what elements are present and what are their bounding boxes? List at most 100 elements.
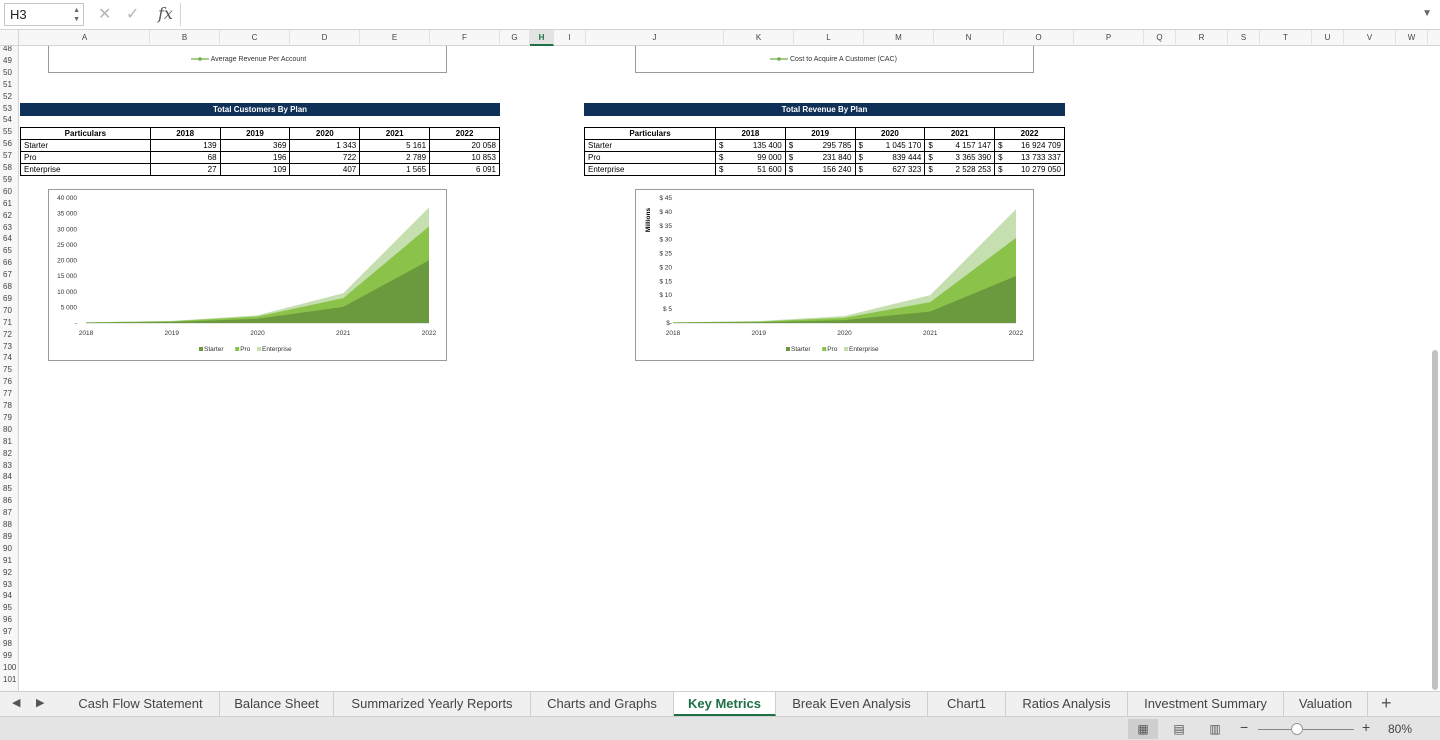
confirm-icon[interactable]: ✓ [126,6,140,23]
value-cell[interactable]: 135 400 [725,139,786,152]
column-header-A[interactable]: A [20,30,150,46]
row-header[interactable]: 74 [3,353,12,363]
row-label[interactable]: Enterprise [20,163,151,176]
value-cell[interactable]: 27 [149,163,221,176]
row-header[interactable]: 50 [3,67,12,77]
value-cell[interactable]: 1 343 [289,139,361,152]
header-cell[interactable]: 2020 [854,127,926,140]
column-header-O[interactable]: O [1004,30,1074,46]
row-header[interactable]: 67 [3,270,12,280]
add-sheet-icon[interactable]: + [1381,693,1392,713]
column-header-K[interactable]: K [724,30,794,46]
value-cell[interactable]: 369 [219,139,291,152]
tab-key-metrics[interactable]: Key Metrics [674,692,776,716]
header-cell[interactable]: 2022 [994,127,1065,140]
row-header[interactable]: 72 [3,329,12,339]
value-cell[interactable]: 51 600 [725,163,786,176]
row-header[interactable]: 85 [3,484,12,494]
column-header-F[interactable]: F [430,30,500,46]
row-header[interactable]: 73 [3,341,12,351]
row-header[interactable]: 55 [3,127,12,137]
row-header[interactable]: 82 [3,448,12,458]
value-cell[interactable]: 295 785 [795,139,856,152]
column-header-E[interactable]: E [360,30,430,46]
row-header[interactable]: 69 [3,293,12,303]
row-header[interactable]: 66 [3,258,12,268]
column-header-S[interactable]: S [1228,30,1260,46]
header-cell[interactable]: Particulars [584,127,716,140]
row-header[interactable]: 59 [3,174,12,184]
value-cell[interactable]: 13 733 337 [1004,151,1065,164]
zoom-slider-track[interactable] [1258,729,1354,730]
tab-charts-and-graphs[interactable]: Charts and Graphs [531,692,674,716]
row-header[interactable]: 63 [3,222,12,232]
column-header-N[interactable]: N [934,30,1004,46]
row-header[interactable]: 48 [3,46,12,53]
sheet-grid[interactable]: Average Revenue Per Account Cost to Acqu… [20,46,1428,691]
header-cell[interactable]: 2019 [784,127,856,140]
row-header[interactable]: 78 [3,401,12,410]
tab-prev-icon[interactable]: ◀ [12,697,21,709]
column-header-I[interactable]: I [554,30,586,46]
column-header-T[interactable]: T [1260,30,1312,46]
value-cell[interactable]: 99 000 [725,151,786,164]
row-header[interactable]: 88 [3,520,12,529]
row-header[interactable]: 60 [3,186,12,196]
zoom-in-icon[interactable]: + [1362,719,1371,735]
row-header[interactable]: 84 [3,472,12,482]
name-box[interactable]: H3 ▲ ▼ [4,3,84,26]
column-header-X[interactable]: X [1428,30,1440,46]
column-header-J[interactable]: J [586,30,724,46]
cancel-icon[interactable]: ✕ [98,6,112,23]
header-cell[interactable]: 2020 [289,127,361,140]
column-header-H[interactable]: H [530,30,554,46]
column-header-L[interactable]: L [794,30,864,46]
row-header[interactable]: 87 [3,508,12,518]
tab-break-even-analysis[interactable]: Break Even Analysis [776,692,928,716]
column-header-G[interactable]: G [500,30,530,46]
row-header[interactable]: 96 [3,615,12,625]
row-header[interactable]: 54 [3,115,12,125]
value-cell[interactable]: 109 [219,163,291,176]
row-header[interactable]: 97 [3,627,12,637]
customers-area-chart[interactable]: - 5 000 10 000 15 000 20 000 25 000 30 000 35 0… [48,189,447,361]
row-header[interactable]: 94 [3,591,12,601]
value-cell[interactable]: 1 045 170 [865,139,926,152]
row-header[interactable]: 52 [3,91,12,101]
row-label[interactable]: Pro [20,151,151,164]
tab-next-icon[interactable]: ▶ [36,697,45,709]
row-header[interactable]: 53 [3,103,12,113]
column-header-P[interactable]: P [1074,30,1144,46]
row-header[interactable]: 83 [3,460,12,470]
value-cell[interactable]: 627 323 [865,163,926,176]
value-cell[interactable]: 2 528 253 [934,163,996,176]
normal-view-icon[interactable]: ▦ [1128,719,1158,739]
row-header[interactable]: 93 [3,579,12,589]
zoom-out-icon[interactable]: − [1240,719,1249,735]
row-header[interactable]: 75 [3,365,12,375]
header-cell[interactable]: 2018 [715,127,786,140]
row-header[interactable]: 49 [3,55,12,65]
row-label[interactable]: Starter [20,139,151,152]
column-header-W[interactable]: W [1396,30,1428,46]
row-header[interactable]: 51 [3,79,12,89]
tab-investment-summary[interactable]: Investment Summary [1128,692,1284,716]
column-header-V[interactable]: V [1344,30,1396,46]
header-cell[interactable]: 2022 [429,127,500,140]
header-cell[interactable]: Particulars [20,127,151,140]
row-header[interactable]: 92 [3,567,12,577]
row-header[interactable]: 64 [3,234,12,244]
value-cell[interactable]: 407 [289,163,361,176]
area-series-enterprise[interactable] [86,207,429,323]
arpa-chart[interactable]: Average Revenue Per Account [48,46,447,73]
value-cell[interactable]: 20 058 [429,139,500,152]
row-header[interactable]: 77 [3,389,12,399]
value-cell[interactable]: 139 [149,139,221,152]
row-label[interactable]: Enterprise [584,163,716,176]
row-header[interactable]: 68 [3,282,12,291]
tab-cash-flow-statement[interactable]: Cash Flow Statement [62,692,220,716]
value-cell[interactable]: 10 853 [429,151,500,164]
value-cell[interactable]: 6 091 [429,163,500,176]
zoom-slider-thumb[interactable] [1291,723,1303,735]
vertical-scrollbar[interactable] [1432,350,1438,690]
